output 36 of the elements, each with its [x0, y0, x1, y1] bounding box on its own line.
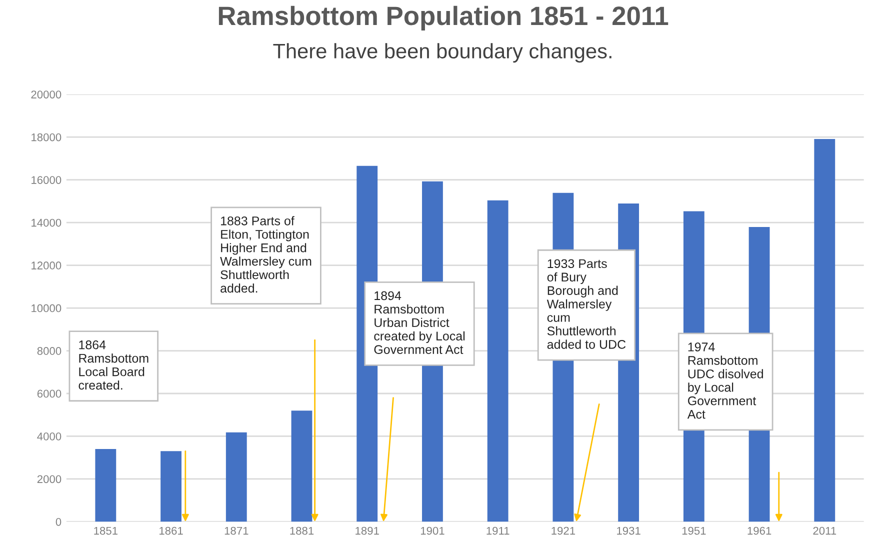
x-tick-label: 1851 [94, 526, 118, 535]
x-tick-label: 1951 [682, 526, 706, 535]
y-tick-label: 14000 [32, 218, 62, 227]
annotation: 1864 Ramsbottom Local Board created. [78, 340, 148, 390]
chart-title: Ramsbottom Population 1851 - 2011 [218, 6, 668, 30]
bar [814, 139, 836, 522]
x-tick-label: 1931 [617, 526, 640, 535]
y-tick-label: 2000 [37, 475, 62, 484]
x-tick-label: 1911 [486, 526, 510, 535]
y-tick-label: 6000 [37, 390, 62, 398]
bar [226, 432, 247, 522]
annotation: 1974 Ramsbottom UDC disolved by Local Government Act [687, 342, 763, 419]
y-tick-label: 8000 [37, 347, 62, 355]
bar [160, 451, 182, 522]
x-tick-label: 1861 [160, 526, 183, 535]
annotation: 1883 Parts of Elton, Tottington Higher End and Walmersley cum Shuttleworth added. [220, 216, 312, 293]
y-tick-label: 10000 [32, 304, 62, 312]
x-tick-label: 1901 [420, 526, 444, 535]
y-tick-label: 12000 [32, 262, 62, 270]
y-tick-label: 18000 [32, 133, 62, 142]
x-tick-label: 2011 [813, 526, 836, 535]
x-tick-label: 1881 [290, 526, 314, 535]
bar [291, 410, 312, 522]
x-tick-label: 1961 [748, 526, 772, 535]
y-tick-label: 16000 [32, 176, 62, 184]
y-tick-label: 4000 [37, 432, 62, 440]
bar [95, 449, 116, 522]
x-tick-label: 1871 [224, 526, 248, 535]
y-tick-label: 0 [56, 518, 62, 526]
y-tick-label: 20000 [31, 90, 62, 98]
chart-subtitle: There have been boundary changes. [273, 43, 612, 63]
x-tick-label: 1891 [356, 526, 379, 535]
x-tick-label: 1921 [552, 526, 576, 535]
annotation: 1933 Parts of Bury Borough and Walmersley cum Shuttleworth added to UDC [546, 259, 626, 349]
annotation: 1894 Ramsbottom Urban District created by Local Government Act [374, 291, 465, 354]
bar [487, 200, 508, 522]
